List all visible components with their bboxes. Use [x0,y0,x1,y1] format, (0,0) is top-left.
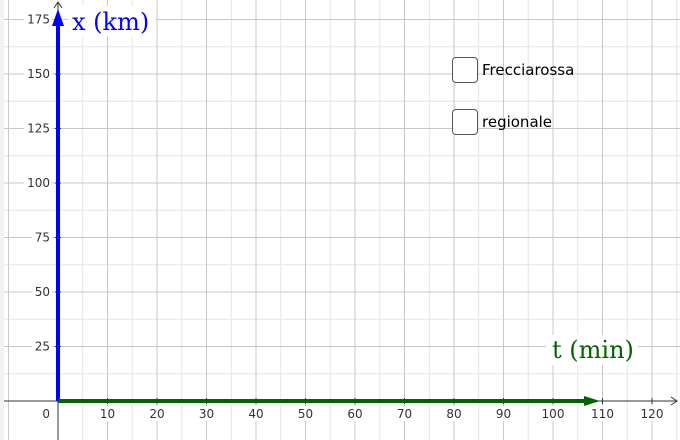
origin-label: 0 [42,407,50,421]
x-tick-label: 10 [100,407,115,421]
tick-label-bg [639,406,665,421]
tick-label-bg [148,406,166,421]
x-tick-label: 30 [199,407,214,421]
x-tick-label: 80 [446,407,461,421]
x-tick-label: 70 [397,407,412,421]
frecciarossa-checkbox[interactable]: Frecciarossa [452,57,574,83]
left-edge [0,0,4,440]
tick-label-bg [32,338,52,354]
tick-label-bg [197,406,216,421]
y-tick-label: 125 [27,122,50,136]
position-axis-arrowhead [52,9,64,26]
checkbox-label-regionale: regionale [482,113,553,131]
tick-label-bg [445,406,463,421]
x-label-bg [546,335,638,365]
checkbox-label-frecciarossa: Frecciarossa [482,61,575,79]
tick-label-bg [494,406,513,421]
y-tick-label: 175 [27,13,50,27]
y-axis-arrow [53,1,63,9]
y-tick-label: 25 [35,340,50,354]
y-label-bg [68,6,156,36]
y-tick-label: 100 [27,176,50,190]
y-tick-label: 50 [35,285,50,299]
regionale-checkbox[interactable]: regionale [452,109,552,135]
tick-label-bg [24,11,52,27]
checkbox-box[interactable] [452,109,478,135]
y-tick-label: 150 [27,67,50,81]
tick-label-bg [98,406,117,421]
y-tick-label: 75 [35,231,50,245]
x-axis-label: t (min) [552,336,634,364]
tick-label-bg [24,120,52,136]
checkbox-box[interactable] [452,57,478,83]
tick-label-bg [540,406,566,421]
tick-label-bg [32,229,52,245]
tick-label-bg [296,406,315,421]
tick-label-bg [395,406,414,421]
tick-label-bg [24,175,52,190]
x-axis-arrow [670,396,678,406]
x-tick-label: 40 [248,407,263,421]
x-tick-label: 60 [347,407,362,421]
tick-label-bg [247,406,265,421]
x-tick-label: 50 [298,407,313,421]
x-tick-label: 20 [149,407,164,421]
tick-label-bg [589,406,616,421]
x-tick-label: 90 [496,407,511,421]
x-tick-label: 110 [591,407,614,421]
time-axis-arrowhead [584,396,600,406]
y-axis-label: x (km) [72,8,149,36]
tick-label-bg [346,406,364,421]
x-tick-label: 100 [542,407,565,421]
x-tick-label: 120 [641,407,664,421]
tick-label-bg [32,284,52,299]
tick-label-bg [24,66,52,81]
